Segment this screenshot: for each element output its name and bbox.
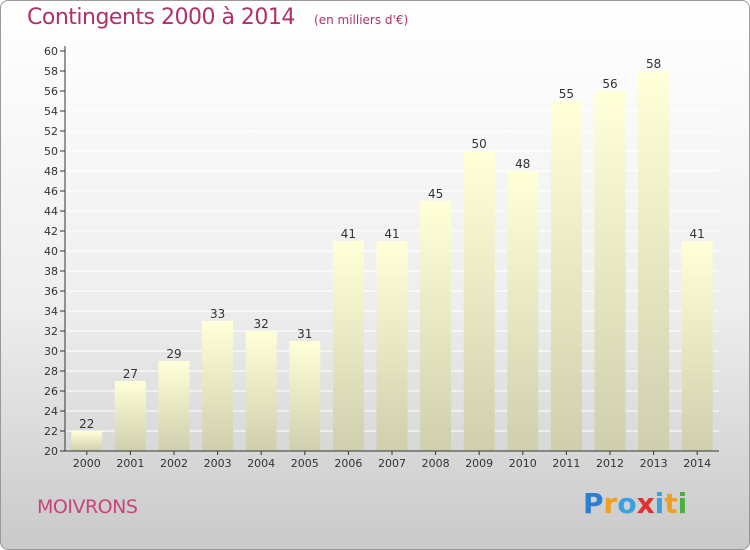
x-tick-label: 2011 [552,457,580,470]
x-tick-label: 2013 [640,457,668,470]
bar [463,151,495,451]
data-label: 55 [559,87,574,101]
data-label: 31 [297,327,312,341]
logo-letter: t [664,487,678,520]
x-tick-label: 2008 [422,457,450,470]
bar [420,201,452,451]
bar [638,71,670,451]
bar [202,321,234,451]
y-tick-label: 36 [44,285,58,298]
x-tick-label: 2012 [596,457,624,470]
y-tick-label: 58 [44,65,58,78]
y-tick-label: 26 [44,385,58,398]
data-label: 50 [472,137,487,151]
x-tick-label: 2003 [204,457,232,470]
logo-letter: o [617,487,637,520]
x-tick-label: 2005 [291,457,319,470]
data-label: 41 [341,227,356,241]
data-label: 56 [602,77,617,91]
y-tick-label: 30 [44,345,58,358]
bar [114,381,146,451]
bar [245,331,277,451]
bar [332,241,364,451]
x-tick-label: 2007 [378,457,406,470]
logo-letter: x [636,487,655,520]
logo-letter: i [654,487,665,520]
data-label: 29 [166,347,181,361]
data-label: 33 [210,307,225,321]
bar [158,361,190,451]
x-tick-label: 2001 [116,457,144,470]
data-label: 45 [428,187,443,201]
bar [681,241,713,451]
bar [594,91,626,451]
bar [289,341,321,451]
y-tick-label: 22 [44,425,58,438]
x-tick-label: 2014 [683,457,711,470]
y-tick-label: 60 [44,45,58,58]
logo-letter: P [583,487,604,520]
logo-letter: r [603,487,618,520]
x-tick-label: 2006 [334,457,362,470]
proxiti-logo: Proxiti [583,487,687,520]
data-label: 32 [254,317,269,331]
y-tick-label: 50 [44,145,58,158]
y-tick-label: 54 [44,105,58,118]
y-tick-label: 28 [44,365,58,378]
bar [71,431,103,451]
y-tick-label: 52 [44,125,58,138]
y-tick-label: 40 [44,245,58,258]
data-label: 22 [79,417,94,431]
bar [550,101,582,451]
y-tick-label: 44 [44,205,58,218]
chart-title: Contingents 2000 à 2014 [27,5,295,30]
commune-name: MOIVRONS [37,496,138,518]
bar [507,171,539,451]
data-label: 41 [384,227,399,241]
y-tick-label: 46 [44,185,58,198]
bar [376,241,408,451]
y-tick-label: 34 [44,305,58,318]
y-tick-label: 48 [44,165,58,178]
data-label: 27 [123,367,138,381]
y-tick-label: 20 [44,445,58,458]
chart-subtitle: (en milliers d'€) [314,13,409,27]
x-tick-label: 2010 [509,457,537,470]
title-block: Contingents 2000 à 2014 (en milliers d'€… [27,5,408,30]
x-tick-label: 2002 [160,457,188,470]
data-label: 48 [515,157,530,171]
data-label: 41 [690,227,705,241]
y-tick-label: 32 [44,325,58,338]
x-tick-label: 2009 [465,457,493,470]
y-tick-label: 38 [44,265,58,278]
x-tick-label: 2000 [73,457,101,470]
y-tick-label: 42 [44,225,58,238]
logo-letter: i [677,487,688,520]
x-tick-label: 2004 [247,457,275,470]
data-label: 58 [646,57,661,71]
y-tick-label: 24 [44,405,58,418]
y-tick-label: 56 [44,85,58,98]
